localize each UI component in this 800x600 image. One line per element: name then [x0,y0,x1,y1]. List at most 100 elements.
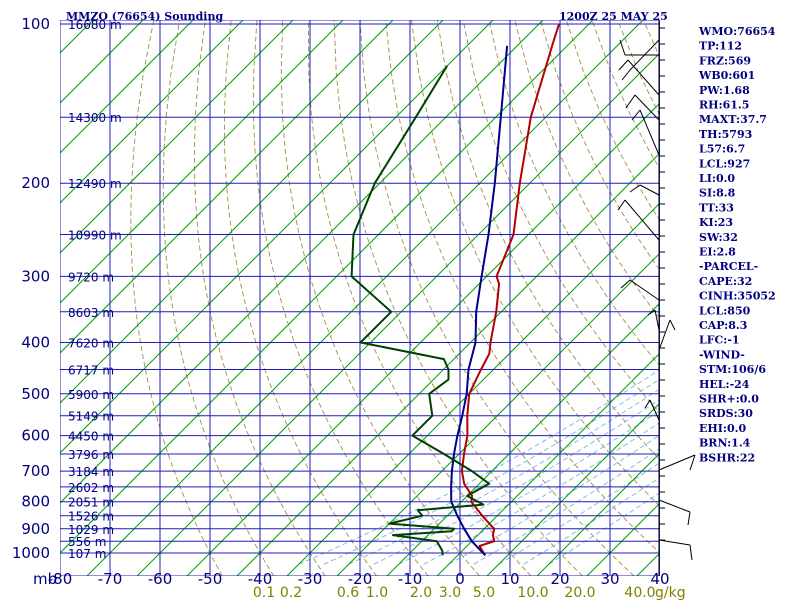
moist-adiabat-line [473,447,660,565]
temperature-tick-label: -30 [298,570,323,588]
index-value: SHR+:0.0 [699,393,759,406]
isotherm-line [486,402,660,576]
height-label: 7620 m [68,337,114,351]
mixing-ratio-tick-label: 5.0 [473,585,495,600]
wind-barb-flag [689,544,693,561]
index-value: BRN:1.4 [699,437,751,450]
index-value: FRZ:569 [699,54,751,67]
sounding-line [460,23,560,556]
wind-barb-flag [617,199,626,211]
wind-barb-flag [621,69,631,81]
wind-barb [658,319,671,351]
height-label: 6717 m [68,364,114,378]
temperature-tick-label: 40 [650,570,669,588]
wind-barb-flag [620,279,631,289]
sounding-line [350,65,491,556]
index-value: WMO:76654 [698,25,776,38]
index-value: LCL:927 [699,157,750,170]
dry-adiabat-line [223,20,377,576]
wind-barb [627,59,660,96]
index-value: STM:106/6 [699,363,766,376]
moist-adiabat-line [348,388,660,565]
wind-barb [658,499,691,513]
pressure-tick-label: 800 [21,493,50,511]
temperature-tick-label: -70 [98,570,123,588]
isotherm-line [186,102,660,576]
height-label: 8603 m [68,306,114,320]
index-value: WB0:601 [698,69,755,82]
mixing-ratio-tick-label: 0.6 [337,585,359,600]
height-label: 14300 m [68,111,122,125]
wind-barb-flag [669,319,676,331]
height-label: 1526 m [68,510,114,524]
height-label: 2602 m [68,481,114,495]
index-value: CAP:8.3 [699,319,747,332]
index-value: RH:61.5 [699,99,749,112]
pressure-tick-label: 900 [21,520,50,538]
temperature-tick-label: 20 [550,570,569,588]
temperature-tick-label: 10 [500,570,519,588]
wind-barb-flag [629,184,641,193]
wind-barb-flag [631,109,641,121]
temperature-tick-label: 0 [455,570,465,588]
wind-barb [634,94,660,121]
moist-adiabat-line [398,409,660,565]
mixing-ratio-tick-label: 20.0 [564,585,595,600]
sounding-line [450,45,509,556]
wind-barb-flag [644,399,651,409]
pressure-tick-label: 300 [21,267,50,285]
index-value: LFC:-1 [699,334,740,347]
pressure-tick-label: 1000 [12,544,50,562]
dry-adiabat-line [162,20,275,576]
wind-barb [629,279,660,301]
wind-barb-flag [689,454,696,471]
isotherm-line [336,252,660,576]
temperature-tick-label: -60 [148,570,173,588]
chart-time: 1200Z 25 MAY 25 [559,10,668,23]
grid-lines [60,20,800,576]
wind-barb-flag [647,309,656,316]
dry-adiabat-line [359,20,635,576]
wind-barb [649,399,660,421]
temperature-tick-label: -20 [348,570,373,588]
height-label: 3184 m [68,465,114,479]
wind-barb [624,199,660,241]
mixing-ratio-tick-label: 2.0 [410,585,432,600]
mixing-ratio-tick-label: 0.2 [280,585,302,600]
dry-adiabat-line [333,20,583,576]
height-label: 1029 m [68,523,114,537]
mixing-ratio-tick-label: 10.0 [517,585,548,600]
chart-title: MMZO (76654) Sounding [66,10,223,23]
height-label: 9720 m [68,270,114,284]
index-value: TH:5793 [699,128,752,141]
dry-adiabat-line [193,20,326,576]
dry-adiabat-line [308,20,532,576]
height-label: 556 m [68,535,106,549]
moist-adiabat-line [423,421,660,565]
height-label: 107 m [68,547,106,561]
isotherm-line [60,20,244,204]
isotherm-line [60,20,194,154]
index-value: CINH:35052 [699,290,776,303]
index-value: BSHR:22 [699,451,755,464]
index-value: CAPE:32 [699,275,752,288]
dry-adiabat-line [772,20,800,576]
wind-barb [658,539,691,546]
wind-barb [639,184,660,196]
temperature-tick-label: 30 [600,570,619,588]
wind-barb-flag [625,94,636,109]
temperature-tick-label: -10 [398,570,423,588]
index-value: SRDS:30 [699,407,753,420]
isotherm-line [60,20,494,454]
dry-adiabat-line [280,20,480,576]
isotherm-line [60,20,294,254]
wind-barb [654,309,660,331]
isotherm-line [60,20,344,304]
pressure-tick-label: 200 [21,174,50,192]
mixing-ratio-tick-label: 3.0 [439,585,461,600]
height-label: 10990 m [68,229,122,243]
index-value: HEL:-24 [699,378,750,391]
isotherm-line [136,52,660,576]
wind-barb [639,109,660,156]
